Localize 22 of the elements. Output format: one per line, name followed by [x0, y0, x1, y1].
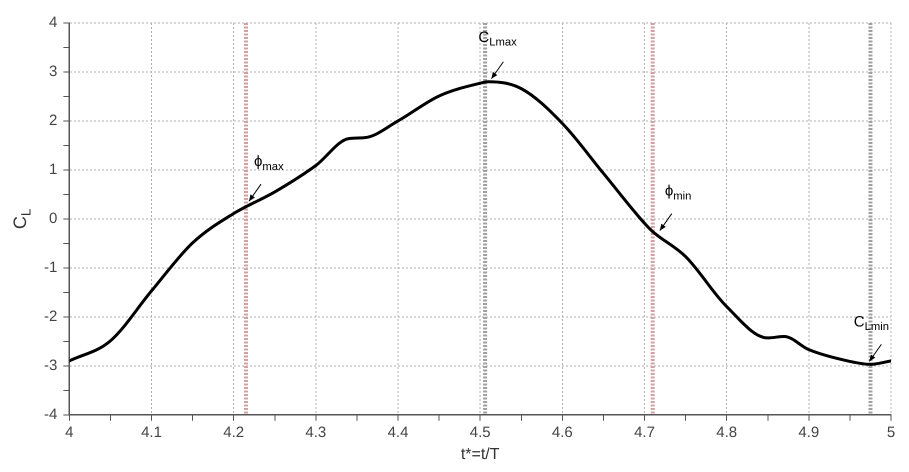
x-tick-label: 4.7 — [634, 424, 655, 441]
y-tick-label: -3 — [44, 356, 58, 374]
x-tick-label: 4.5 — [470, 424, 491, 441]
x-tick-label: 4.2 — [223, 424, 244, 441]
x-tick-label: 4.9 — [798, 424, 820, 441]
x-tick-label: 4 — [65, 424, 74, 441]
x-tick-label: 4.1 — [141, 424, 162, 441]
y-tick-label: 4 — [48, 14, 58, 32]
x-tick-label: 4.3 — [305, 424, 326, 441]
x-axis-title: t*=t/T — [460, 446, 500, 463]
y-tick-label: 0 — [48, 210, 58, 228]
y-tick-label: -2 — [44, 308, 58, 325]
x-tick-label: 4.4 — [388, 424, 408, 441]
y-axis-title: CL — [10, 208, 34, 230]
y-tick-label: 3 — [48, 63, 58, 80]
x-tick-label: 4.8 — [716, 424, 738, 441]
y-tick-label: -1 — [44, 259, 58, 276]
y-tick-label: -4 — [44, 406, 58, 423]
y-tick-label: 1 — [48, 161, 58, 178]
x-tick-label: 4.6 — [552, 424, 573, 441]
y-tick-label: 2 — [48, 112, 58, 130]
x-tick-label: 5 — [886, 424, 896, 441]
